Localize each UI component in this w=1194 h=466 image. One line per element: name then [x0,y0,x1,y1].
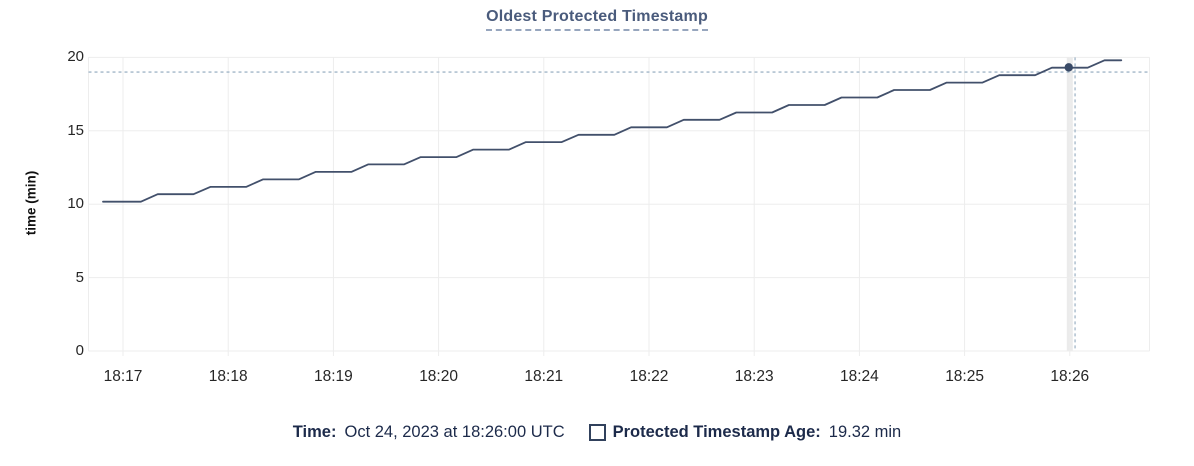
x-tick-label: 18:25 [945,368,984,385]
chart-title[interactable]: Oldest Protected Timestamp [486,8,708,31]
tooltip-time-value: Oct 24, 2023 at 18:26:00 UTC [344,422,565,441]
x-tick-label: 18:19 [313,368,353,385]
x-tick-label: 18:24 [839,368,879,385]
hover-point[interactable] [1064,63,1073,72]
x-tick-label: 18:23 [734,368,774,385]
y-tick-label: 0 [75,342,84,359]
x-tick-label: 18:18 [208,368,248,385]
y-tick-label: 20 [67,48,84,66]
tooltip-time-label: Time: [292,422,337,441]
series-line-protected-timestamp-age [102,59,1123,203]
series-name-label: Protected Timestamp Age: [612,422,821,441]
x-tick-label: 18:26 [1050,368,1090,385]
y-tick-label: 10 [67,195,84,213]
x-tick-label: 18:22 [629,368,669,385]
series-toggle-checkbox[interactable] [588,423,606,441]
y-tick-label: 5 [75,268,84,286]
x-tick-label: 18:21 [524,368,564,385]
x-tick-label: 18:17 [103,368,143,385]
series-hover-value: 19.32 min [828,422,902,441]
x-tick-label: 18:20 [419,368,458,385]
chart-tooltip-legend: Time: Oct 24, 2023 at 18:26:00 UTC Prote… [0,421,1194,443]
y-tick-label: 15 [67,121,84,139]
chart-title-row: Oldest Protected Timestamp [0,8,1194,31]
